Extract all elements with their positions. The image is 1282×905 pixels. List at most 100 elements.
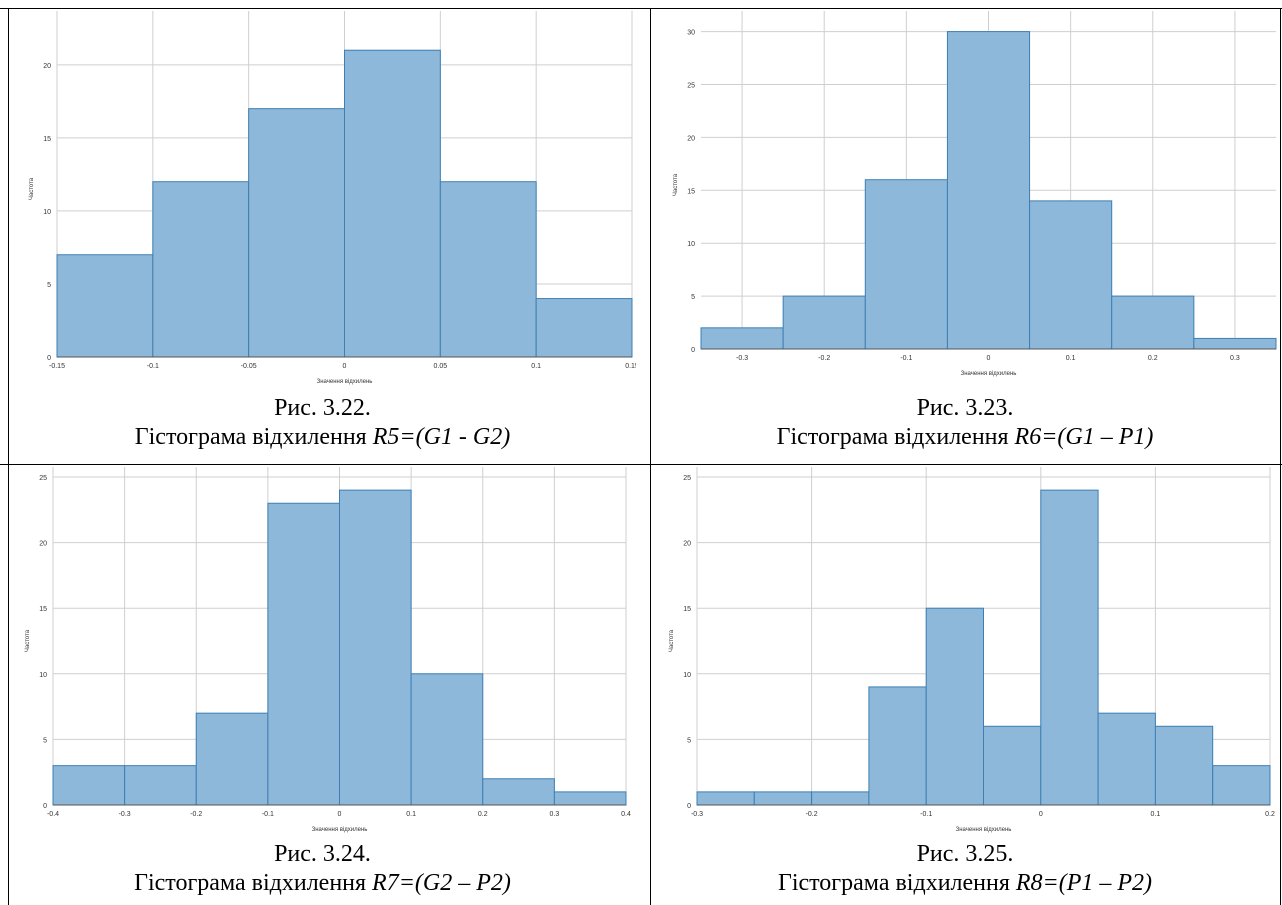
caption-formula: R8=(P1 – P2) <box>1015 870 1153 896</box>
histogram-bar <box>983 725 1042 806</box>
x-tick-label: 0.4 <box>621 811 631 818</box>
x-tick-label: -0.1 <box>262 811 274 818</box>
x-tick-label: -0.4 <box>47 811 59 818</box>
y-tick-label: 5 <box>47 282 51 289</box>
y-tick-label: 10 <box>43 209 51 216</box>
figure-label: Рис. 3.24. <box>274 841 371 867</box>
caption-formula: R6=(G1 – P1) <box>1014 424 1154 450</box>
histogram-bar <box>535 298 633 358</box>
x-tick-label: 0 <box>1039 811 1043 818</box>
y-tick-label: 0 <box>43 803 47 810</box>
x-tick-label: 0.2 <box>478 811 488 818</box>
figure-caption-r5: Рис. 3.22. Гістограма відхилення R5=(G1 … <box>9 394 636 452</box>
histogram-bar <box>124 765 197 806</box>
y-tick-label: 10 <box>683 672 691 679</box>
histogram-bar <box>1040 489 1099 806</box>
y-axis-label: Частота <box>669 629 675 652</box>
y-tick-label: 0 <box>47 355 51 362</box>
x-tick-label: 0 <box>338 811 342 818</box>
y-tick-label: 25 <box>687 82 695 89</box>
table-border-middle <box>0 464 1282 465</box>
histogram-bar <box>1097 712 1156 806</box>
y-tick-label: 20 <box>43 63 51 70</box>
y-tick-label: 10 <box>687 241 695 248</box>
x-tick-label: 0.2 <box>1148 355 1158 362</box>
x-tick-label: 0.15 <box>625 363 636 370</box>
table-border-left <box>8 8 9 905</box>
x-tick-label: -0.05 <box>241 363 257 370</box>
x-tick-label: 0.1 <box>531 363 541 370</box>
figure-title: Гістограма відхилення R7=(G2 – P2) <box>9 869 636 898</box>
x-tick-label: -0.2 <box>806 811 818 818</box>
figure-cell-r7: 0 5 10 15 20 25 -0.4 -0.3 -0.2 -0.1 0 0.1 0.2 0.3 0.4 З… <box>9 465 636 905</box>
y-tick-label: 15 <box>683 606 691 613</box>
caption-prefix: Гістограма відхилення <box>777 870 1016 896</box>
y-tick-label: 5 <box>687 737 691 744</box>
y-tick-label: 15 <box>39 606 47 613</box>
histogram-bar <box>267 502 340 806</box>
histogram-bar <box>344 49 441 358</box>
caption-formula: R7=(G2 – P2) <box>372 870 511 896</box>
histogram-r8: 0 5 10 15 20 25 -0.3 -0.2 -0.1 0 0.1 0.2 Значення ві… <box>669 467 1275 833</box>
histogram-bar <box>753 791 813 806</box>
x-axis-label: Значення відхилень <box>317 379 373 385</box>
x-tick-label: -0.1 <box>900 355 912 362</box>
x-tick-label: 0 <box>343 363 347 370</box>
figure-caption-r7: Рис. 3.24. Гістограма відхилення R7=(G2 … <box>9 840 636 898</box>
histogram-r7: 0 5 10 15 20 25 -0.4 -0.3 -0.2 -0.1 0 0.1 0.2 0.3 0.4 З… <box>25 467 631 833</box>
histogram-bar <box>439 181 537 358</box>
x-tick-label: -0.2 <box>818 355 830 362</box>
histogram-bar <box>1154 725 1214 806</box>
y-tick-label: 30 <box>687 30 695 37</box>
histogram-bar <box>195 712 269 806</box>
histogram-bar <box>1193 337 1277 350</box>
x-tick-label: -0.3 <box>119 811 131 818</box>
y-tick-label: 0 <box>687 803 691 810</box>
x-tick-label: -0.3 <box>691 811 703 818</box>
histogram-r5: 0 5 10 15 20 -0.15 -0.1 -0.05 0 0.05 0.1 0.15 Значен… <box>29 11 636 385</box>
caption-prefix: Гістограма відхилення <box>776 424 1015 450</box>
histogram-bar <box>56 254 154 358</box>
x-tick-label: -0.15 <box>49 363 65 370</box>
histogram-bar <box>1212 765 1271 806</box>
histogram-bar <box>696 791 755 806</box>
histogram-bar <box>868 686 927 806</box>
x-tick-label: -0.1 <box>920 811 932 818</box>
y-axis-label: Частота <box>25 629 31 652</box>
histogram-bar <box>410 673 484 806</box>
histogram-bar <box>52 765 126 806</box>
y-tick-label: 15 <box>687 188 695 195</box>
y-tick-label: 20 <box>687 135 695 142</box>
histogram-bar <box>925 607 985 806</box>
figure-label: Рис. 3.23. <box>916 395 1014 421</box>
x-tick-label: -0.1 <box>147 363 159 370</box>
y-tick-label: 5 <box>691 294 695 301</box>
x-tick-label: 0.1 <box>406 811 416 818</box>
table-border-right <box>1280 8 1281 905</box>
y-tick-label: 25 <box>39 475 47 482</box>
x-tick-label: -0.3 <box>736 355 748 362</box>
figure-label: Рис. 3.25. <box>916 841 1014 867</box>
figure-cell-r5: 0 5 10 15 20 -0.15 -0.1 -0.05 0 0.05 0.1 0.15 Значен… <box>9 9 636 464</box>
caption-formula: R5=(G1 - G2) <box>372 424 511 450</box>
y-axis-label: Частота <box>673 173 679 196</box>
y-tick-label: 0 <box>691 347 695 354</box>
x-tick-label: -0.2 <box>190 811 202 818</box>
histogram-bar <box>811 791 870 806</box>
figure-title: Гістограма відхилення R8=(P1 – P2) <box>651 869 1279 898</box>
figure-title: Гістограма відхилення R6=(G1 – P1) <box>651 423 1279 452</box>
figure-cell-r6: 0 5 10 15 20 25 30 -0.3 -0.2 -0.1 0 0.1 0.2 0.3 Значен… <box>651 9 1279 464</box>
histogram-bar <box>1111 295 1195 350</box>
x-tick-label: 0.05 <box>434 363 448 370</box>
x-axis-label: Значення відхилень <box>961 371 1017 377</box>
x-tick-label: 0.1 <box>1066 355 1076 362</box>
histogram-bar <box>152 181 250 358</box>
y-tick-label: 10 <box>39 672 47 679</box>
y-tick-label: 20 <box>39 541 47 548</box>
x-tick-label: 0.1 <box>1151 811 1161 818</box>
x-tick-label: 0.2 <box>1265 811 1275 818</box>
y-tick-label: 25 <box>683 475 691 482</box>
histogram-bar <box>248 108 346 358</box>
histogram-r6: 0 5 10 15 20 25 30 -0.3 -0.2 -0.1 0 0.1 0.2 0.3 Значен… <box>673 11 1277 377</box>
